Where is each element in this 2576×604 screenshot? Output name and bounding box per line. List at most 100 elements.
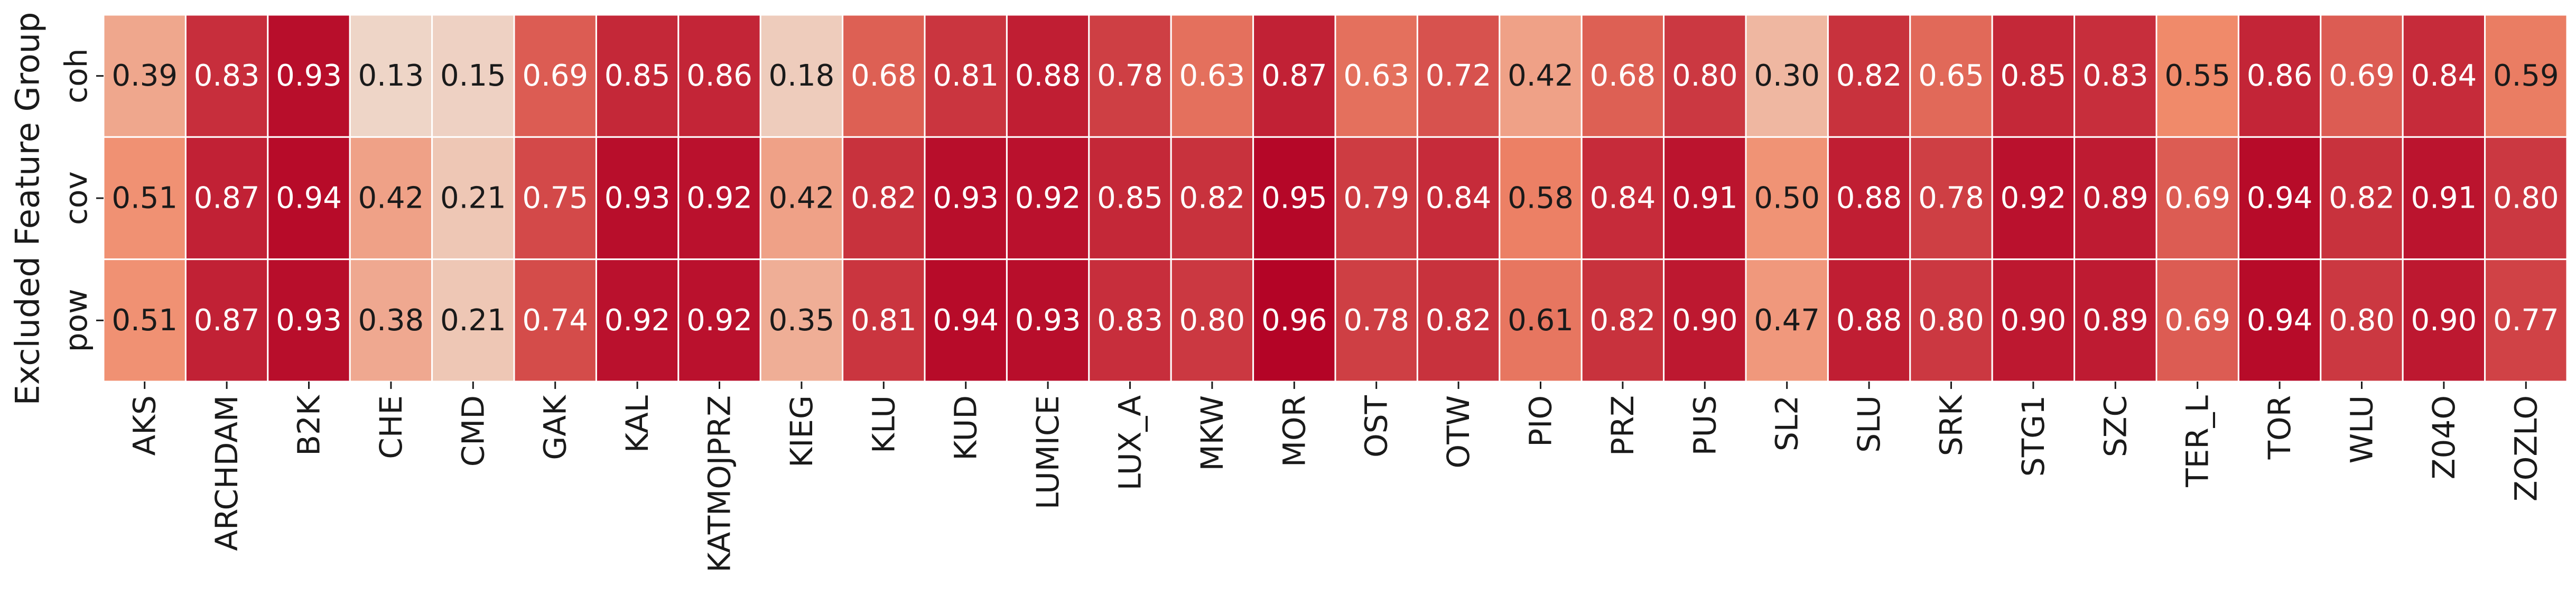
x-tick-label: LUX_A xyxy=(1112,395,1148,491)
heatmap-cell-cov-KLU xyxy=(842,136,926,261)
cell-value-pow-KUD: 0.94 xyxy=(933,303,999,338)
cell-value-coh-LUMICE: 0.88 xyxy=(1015,59,1081,93)
cell-value-cov-SL2: 0.50 xyxy=(1754,181,1820,216)
heatmap-cell-pow-Z04O xyxy=(2402,258,2486,383)
cell-value-pow-OTW: 0.82 xyxy=(1426,303,1492,338)
y-tick-label: coh xyxy=(58,49,94,104)
heatmap-cell-coh-OTW xyxy=(1416,14,1501,138)
cell-value-coh-KAL: 0.85 xyxy=(605,59,671,93)
cell-value-pow-TER_L: 0.69 xyxy=(2164,303,2230,338)
heatmap-cell-cov-LUX_A xyxy=(1088,136,1172,261)
x-tick-label: ARCHDAM xyxy=(209,395,245,551)
heatmap-cell-pow-KAL xyxy=(595,258,680,383)
heatmap-cell-pow-OST xyxy=(1334,258,1418,383)
cell-value-coh-LUX_A: 0.78 xyxy=(1097,59,1163,93)
heatmap-cell-cov-OTW xyxy=(1416,136,1501,261)
heatmap-cell-coh-B2K xyxy=(267,14,351,138)
x-tick-label: SRK xyxy=(1933,394,1969,456)
x-tick-label: PUS xyxy=(1687,395,1723,456)
cell-value-pow-OST: 0.78 xyxy=(1343,303,1409,338)
heatmap-cell-pow-SRK xyxy=(1909,258,1993,383)
x-tick-label: KUD xyxy=(948,395,984,461)
cell-value-cov-Z04O: 0.91 xyxy=(2411,181,2477,216)
heatmap-cell-cov-SRK xyxy=(1909,136,1993,261)
heatmap-cell-coh-PUS xyxy=(1663,14,1747,138)
cell-value-coh-SRK: 0.65 xyxy=(1918,59,1984,93)
cell-value-cov-MKW: 0.82 xyxy=(1179,181,1245,216)
heatmap-cell-pow-WLU xyxy=(2320,258,2404,383)
heatmap-cell-pow-PRZ xyxy=(1580,258,1665,383)
cell-value-coh-B2K: 0.93 xyxy=(276,59,342,93)
cell-value-coh-AKS: 0.39 xyxy=(111,59,178,93)
x-tick-label: ZOZLO xyxy=(2508,395,2544,501)
heatmap-cell-cov-SZC xyxy=(2073,136,2157,261)
heatmap-cell-cov-TER_L xyxy=(2155,136,2239,261)
heatmap-cell-cov-KAL xyxy=(595,136,680,261)
x-tick-label: KLU xyxy=(866,395,901,453)
x-tick-label: TER_L xyxy=(2180,395,2216,488)
cell-value-cov-CHE: 0.42 xyxy=(358,181,424,216)
cell-value-cov-PRZ: 0.84 xyxy=(1590,181,1656,216)
y-axis-title: Excluded Feature Group xyxy=(8,12,47,406)
heatmap-cell-coh-PIO xyxy=(1499,14,1583,138)
heatmap-cell-cov-Z04O xyxy=(2402,136,2486,261)
x-tick-label: AKS xyxy=(127,395,163,456)
heatmap-cell-cov-GAK xyxy=(513,136,597,261)
cell-value-pow-TOR: 0.94 xyxy=(2247,303,2313,338)
cell-value-cov-PUS: 0.91 xyxy=(1672,181,1738,216)
cell-value-cov-STG1: 0.92 xyxy=(2001,181,2067,216)
x-tick-label: CMD xyxy=(455,395,491,467)
cell-value-pow-MOR: 0.96 xyxy=(1261,303,1327,338)
cell-value-cov-OTW: 0.84 xyxy=(1426,181,1492,216)
heatmap-cell-cov-PIO xyxy=(1499,136,1583,261)
heatmap-cell-coh-WLU xyxy=(2320,14,2404,138)
x-tick-label: OST xyxy=(1359,395,1394,457)
cell-value-pow-KIEG: 0.35 xyxy=(769,303,835,338)
cell-value-coh-ZOZLO: 0.59 xyxy=(2493,59,2559,93)
y-tick-label: cov xyxy=(58,171,94,225)
heatmap-cell-pow-KATMOJPRZ xyxy=(677,258,761,383)
heatmap-cell-pow-SLU xyxy=(1827,258,1911,383)
cell-value-pow-STG1: 0.90 xyxy=(2001,303,2067,338)
cell-value-coh-KUD: 0.81 xyxy=(933,59,999,93)
heatmap-cell-coh-KATMOJPRZ xyxy=(677,14,761,138)
cell-value-cov-KATMOJPRZ: 0.92 xyxy=(686,181,752,216)
cell-value-pow-AKS: 0.51 xyxy=(111,303,178,338)
x-tick-label: STG1 xyxy=(2015,395,2051,477)
cell-value-pow-PIO: 0.61 xyxy=(1508,303,1574,338)
cell-value-cov-KIEG: 0.42 xyxy=(769,181,835,216)
x-tick-label: MOR xyxy=(1276,395,1312,467)
heatmap-cell-cov-SL2 xyxy=(1745,136,1829,261)
cell-value-cov-LUX_A: 0.85 xyxy=(1097,181,1163,216)
heatmap-cell-coh-KLU xyxy=(842,14,926,138)
heatmap-cell-pow-GAK xyxy=(513,258,597,383)
heatmap-cell-cov-KIEG xyxy=(759,136,844,261)
cell-value-cov-MOR: 0.95 xyxy=(1261,181,1327,216)
x-tick-label: SLU xyxy=(1851,395,1887,453)
heatmap-cell-cov-PRZ xyxy=(1580,136,1665,261)
heatmap-cell-cov-STG1 xyxy=(1991,136,2076,261)
cell-value-coh-ARCHDAM: 0.83 xyxy=(194,59,260,93)
heatmap-cell-coh-OST xyxy=(1334,14,1418,138)
heatmap-cell-cov-AKS xyxy=(103,136,187,261)
x-tick-label: SZC xyxy=(2097,395,2133,457)
cell-value-coh-MOR: 0.87 xyxy=(1261,59,1327,93)
cell-value-pow-KATMOJPRZ: 0.92 xyxy=(686,303,752,338)
x-tick-labels: AKS ARCHDAM B2K CHE CMD GAK KAL KATMOJPRZ KIEG KL… xyxy=(127,382,2544,572)
x-tick-label: KAL xyxy=(619,395,655,453)
heatmap-cell-coh-SLU xyxy=(1827,14,1911,138)
heatmap-cells: 0.39 0.83 0.93 0.13 0.15 0.69 0.85 0.86 0.18 0.68… xyxy=(103,14,2568,383)
cell-value-coh-KATMOJPRZ: 0.86 xyxy=(686,59,752,93)
cell-value-coh-OTW: 0.72 xyxy=(1426,59,1492,93)
cell-value-coh-MKW: 0.63 xyxy=(1179,59,1245,93)
cell-value-pow-Z04O: 0.90 xyxy=(2411,303,2477,338)
heatmap-cell-cov-MOR xyxy=(1252,136,1336,261)
heatmap-cell-cov-LUMICE xyxy=(1006,136,1090,261)
cell-value-pow-SLU: 0.88 xyxy=(1836,303,1902,338)
x-tick-label: MKW xyxy=(1194,395,1230,471)
cell-value-cov-ZOZLO: 0.80 xyxy=(2493,181,2559,216)
cell-value-coh-OST: 0.63 xyxy=(1343,59,1409,93)
cell-value-coh-KIEG: 0.18 xyxy=(769,59,835,93)
heatmap-cell-pow-MOR xyxy=(1252,258,1336,383)
